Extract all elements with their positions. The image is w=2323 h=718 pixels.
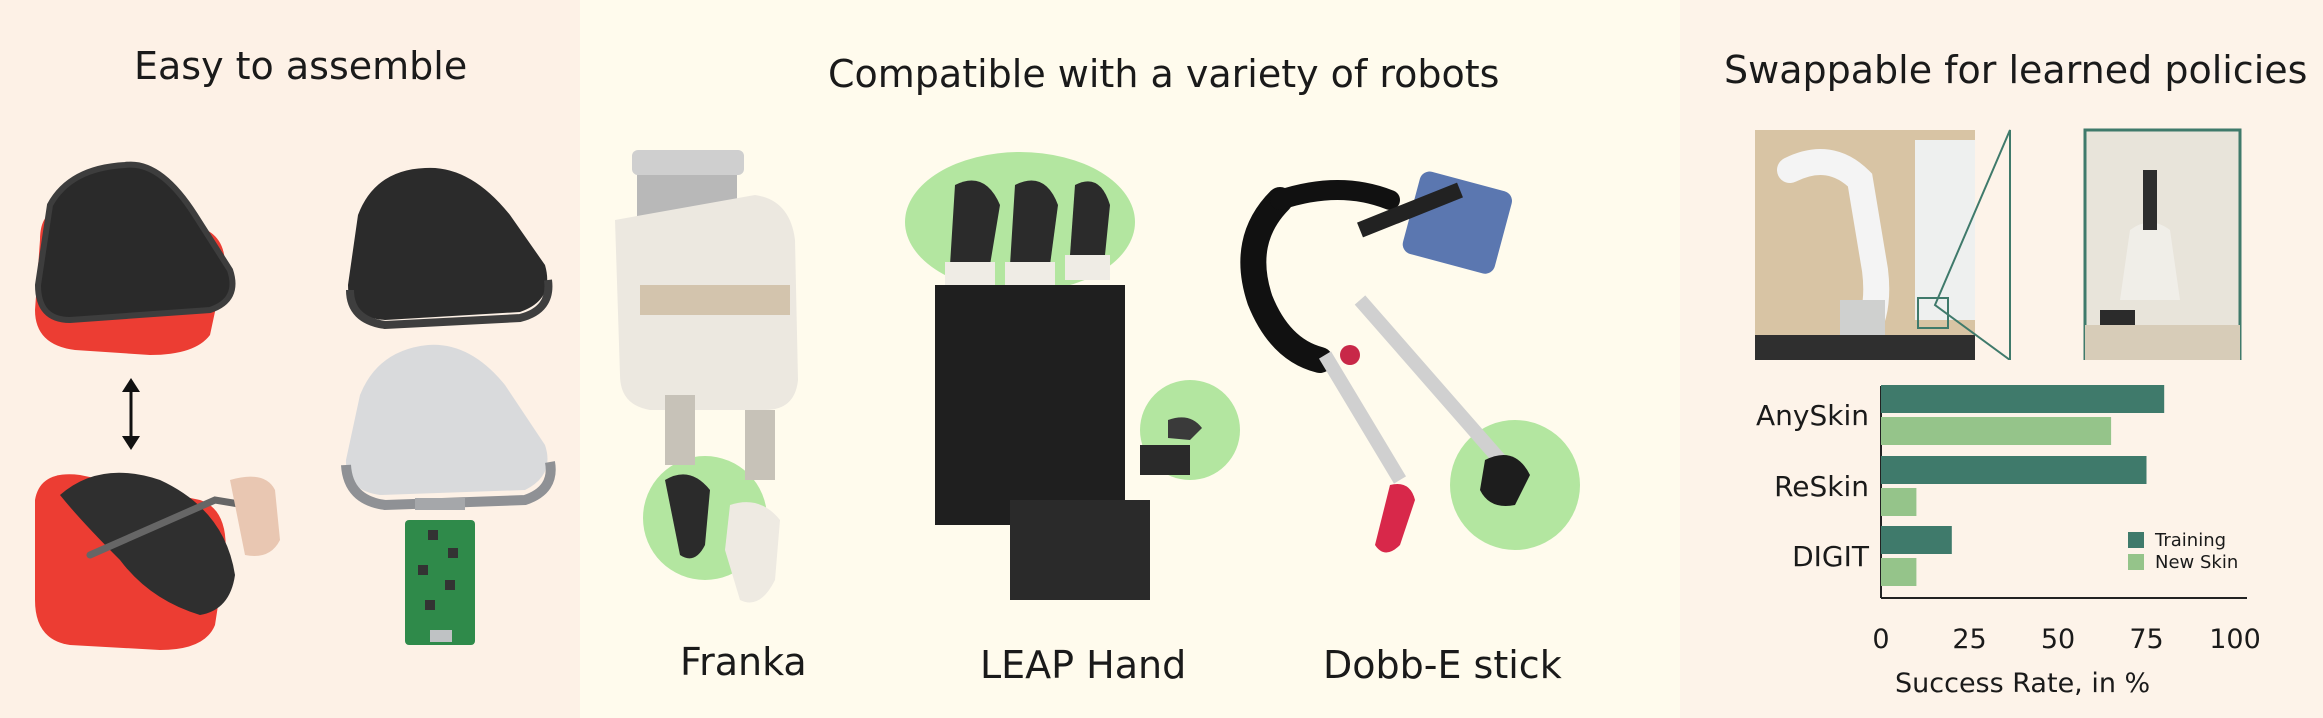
bar-reskin-training [1881, 456, 2147, 484]
bar-anyskin-new-skin [1881, 417, 2112, 445]
bar-anyskin-training [1881, 385, 2165, 413]
robot-label-dobb-e-stick: Dobb-E stick [1323, 643, 1562, 687]
panel-title-middle: Compatible with a variety of robots [828, 52, 1500, 96]
zoom-inset-photo [1917, 128, 2242, 360]
bar-reskin-new-skin [1881, 488, 1917, 516]
panel-robot-compatibility: Compatible with a variety of robots [580, 0, 1680, 718]
x-tick-label: 100 [2209, 624, 2261, 655]
legend-swatch-new-skin [2128, 554, 2144, 570]
chart-x-axis-label: Success Rate, in % [1895, 668, 2151, 699]
robot-illustrations [615, 150, 1580, 603]
panel-title-right: Swappable for learned policies [1724, 48, 2308, 92]
robot-label-franka: Franka [680, 640, 807, 684]
panel-easy-to-assemble: Easy to assemble [0, 0, 580, 718]
panel-swappable-policies: Swappable for learned policies AnySkin Re… [1680, 0, 2323, 718]
dobb-e-stick [1240, 171, 1580, 553]
category-label-anyskin: AnySkin [1756, 399, 1869, 432]
double-arrow-icon [122, 378, 140, 450]
category-label-digit: DIGIT [1792, 540, 1870, 573]
legend-label-new-skin: New Skin [2155, 552, 2238, 573]
robot-arm-photo [1755, 130, 1975, 360]
success-rate-chart: AnySkin ReSkin DIGIT 0 25 50 75 100 TrainingNew … [1756, 385, 2261, 655]
skin-on-magnetic-base [34, 161, 236, 355]
circuit-board [405, 520, 475, 645]
assembly-illustration [34, 161, 556, 650]
bar-digit-new-skin [1881, 558, 1917, 586]
category-label-reskin: ReSkin [1774, 470, 1869, 503]
x-tick-label: 25 [1952, 624, 1986, 655]
panel-title-left: Easy to assemble [134, 44, 468, 88]
legend-label-training: Training [2154, 530, 2226, 551]
magnetic-skin [346, 167, 553, 330]
x-tick-label: 50 [2041, 624, 2075, 655]
policy-photo-illustration [1755, 128, 2242, 360]
x-tick-label: 75 [2129, 624, 2163, 655]
sensor-housing [341, 344, 556, 511]
bar-digit-training [1881, 526, 1952, 554]
x-tick-label: 0 [1872, 624, 1889, 655]
leap-hand [905, 152, 1240, 600]
legend-swatch-training [2128, 532, 2144, 548]
franka-gripper [615, 150, 798, 603]
skin-removal-with-hex-key [35, 472, 280, 650]
robot-label-leap-hand: LEAP Hand [980, 643, 1187, 687]
